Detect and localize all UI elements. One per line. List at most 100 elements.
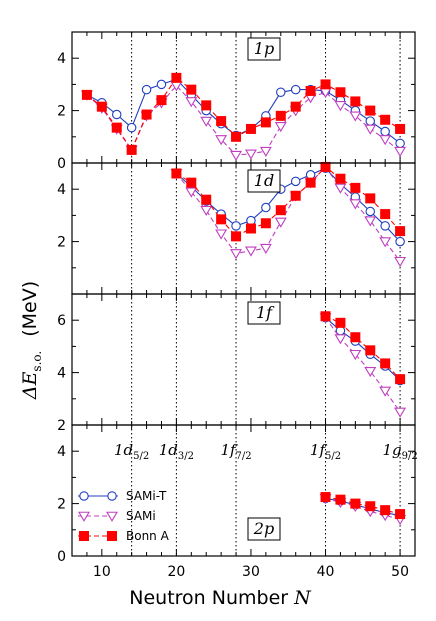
data-point bbox=[396, 510, 405, 519]
y-tick-label: 2 bbox=[57, 104, 66, 120]
series-sami bbox=[321, 495, 406, 524]
data-point bbox=[396, 237, 404, 245]
data-point bbox=[246, 124, 255, 133]
data-point bbox=[231, 250, 241, 259]
legend-entry: Bonn A bbox=[78, 529, 170, 543]
data-point bbox=[97, 102, 106, 111]
series-line bbox=[176, 168, 400, 241]
data-point bbox=[291, 177, 299, 185]
data-point bbox=[396, 227, 405, 236]
legend-entry: SAMi bbox=[78, 509, 156, 523]
data-point bbox=[335, 335, 345, 344]
panel-1f: 2461f bbox=[57, 294, 415, 434]
data-point bbox=[187, 85, 196, 94]
data-point bbox=[381, 222, 389, 230]
data-point bbox=[186, 98, 196, 107]
data-point bbox=[291, 191, 300, 200]
svg-text:ΔEs.o.(MeV): ΔEs.o.(MeV) bbox=[19, 281, 44, 400]
series-sami-t bbox=[321, 494, 404, 519]
data-point bbox=[351, 183, 360, 192]
x-tick-label: 30 bbox=[242, 564, 260, 580]
series-sami bbox=[321, 314, 406, 417]
data-point bbox=[395, 147, 405, 156]
y-axis-title: ΔEs.o.(MeV) bbox=[19, 281, 44, 400]
data-point bbox=[261, 147, 271, 156]
panel-frame bbox=[72, 163, 415, 294]
data-point bbox=[321, 493, 330, 502]
data-point bbox=[261, 118, 270, 127]
y-tick-label: 2 bbox=[57, 418, 66, 434]
data-point bbox=[381, 115, 390, 124]
data-point bbox=[276, 111, 285, 120]
data-point bbox=[202, 101, 211, 110]
legend-entry: SAMi-T bbox=[78, 489, 167, 503]
data-point bbox=[306, 86, 315, 95]
data-point bbox=[365, 217, 375, 226]
data-point bbox=[291, 102, 300, 111]
x-tick-label: 50 bbox=[391, 564, 409, 580]
data-point bbox=[366, 106, 375, 115]
legend-label: SAMi-T bbox=[126, 489, 167, 503]
y-tick-label: 4 bbox=[57, 444, 66, 460]
y-tick-label: 0 bbox=[57, 549, 66, 565]
y-tick-label: 4 bbox=[57, 182, 66, 198]
data-point bbox=[201, 206, 211, 215]
data-point bbox=[381, 210, 390, 219]
data-point bbox=[321, 80, 330, 89]
data-point bbox=[276, 218, 286, 227]
series-sami-t bbox=[83, 75, 405, 148]
panel-label: 1d bbox=[254, 171, 274, 190]
data-point bbox=[351, 499, 360, 508]
data-point bbox=[232, 232, 241, 241]
legend-marker bbox=[108, 532, 117, 541]
legend-marker bbox=[80, 492, 88, 500]
data-point bbox=[157, 96, 166, 105]
legend-marker bbox=[80, 532, 89, 541]
data-point bbox=[216, 230, 226, 239]
data-point bbox=[381, 506, 390, 515]
data-point bbox=[366, 346, 375, 355]
data-point bbox=[335, 184, 345, 193]
legend: SAMi-T SAMi Bonn A bbox=[78, 489, 170, 543]
panel-1p: 0241p bbox=[57, 32, 415, 172]
data-point bbox=[217, 215, 226, 224]
series-sami-t bbox=[321, 313, 404, 384]
legend-label: SAMi bbox=[126, 509, 156, 523]
series-sami-t bbox=[172, 164, 404, 246]
data-point bbox=[380, 238, 390, 247]
data-point bbox=[187, 178, 196, 187]
legend-marker bbox=[107, 512, 117, 521]
data-point bbox=[381, 359, 390, 368]
y-tick-label: 4 bbox=[57, 51, 66, 67]
orbital-label: 1d3/2 bbox=[159, 441, 194, 462]
data-point bbox=[202, 195, 211, 204]
data-point bbox=[335, 102, 345, 111]
data-point bbox=[365, 125, 375, 134]
orbital-label: 1f7/2 bbox=[220, 441, 251, 462]
legend-label: Bonn A bbox=[126, 529, 170, 543]
data-point bbox=[381, 127, 389, 135]
data-point bbox=[396, 124, 405, 133]
data-point bbox=[276, 123, 286, 132]
data-point bbox=[366, 117, 374, 125]
data-point bbox=[380, 387, 390, 396]
series-bonn-a bbox=[321, 493, 405, 519]
orbital-label: 1d5/2 bbox=[114, 441, 149, 462]
data-point bbox=[396, 139, 404, 147]
data-point bbox=[246, 224, 255, 233]
data-point bbox=[277, 88, 285, 96]
data-point bbox=[217, 117, 226, 126]
data-point bbox=[395, 258, 405, 267]
data-point bbox=[276, 206, 285, 215]
data-point bbox=[306, 178, 315, 187]
legend-marker bbox=[108, 492, 116, 500]
x-tick-label: 40 bbox=[317, 564, 335, 580]
y-tick-label: 4 bbox=[57, 366, 66, 382]
data-point bbox=[246, 247, 256, 256]
data-point bbox=[232, 132, 241, 141]
data-point bbox=[172, 169, 181, 178]
data-point bbox=[321, 162, 330, 171]
data-point bbox=[261, 244, 271, 253]
panel-1d: 241d bbox=[57, 162, 415, 294]
